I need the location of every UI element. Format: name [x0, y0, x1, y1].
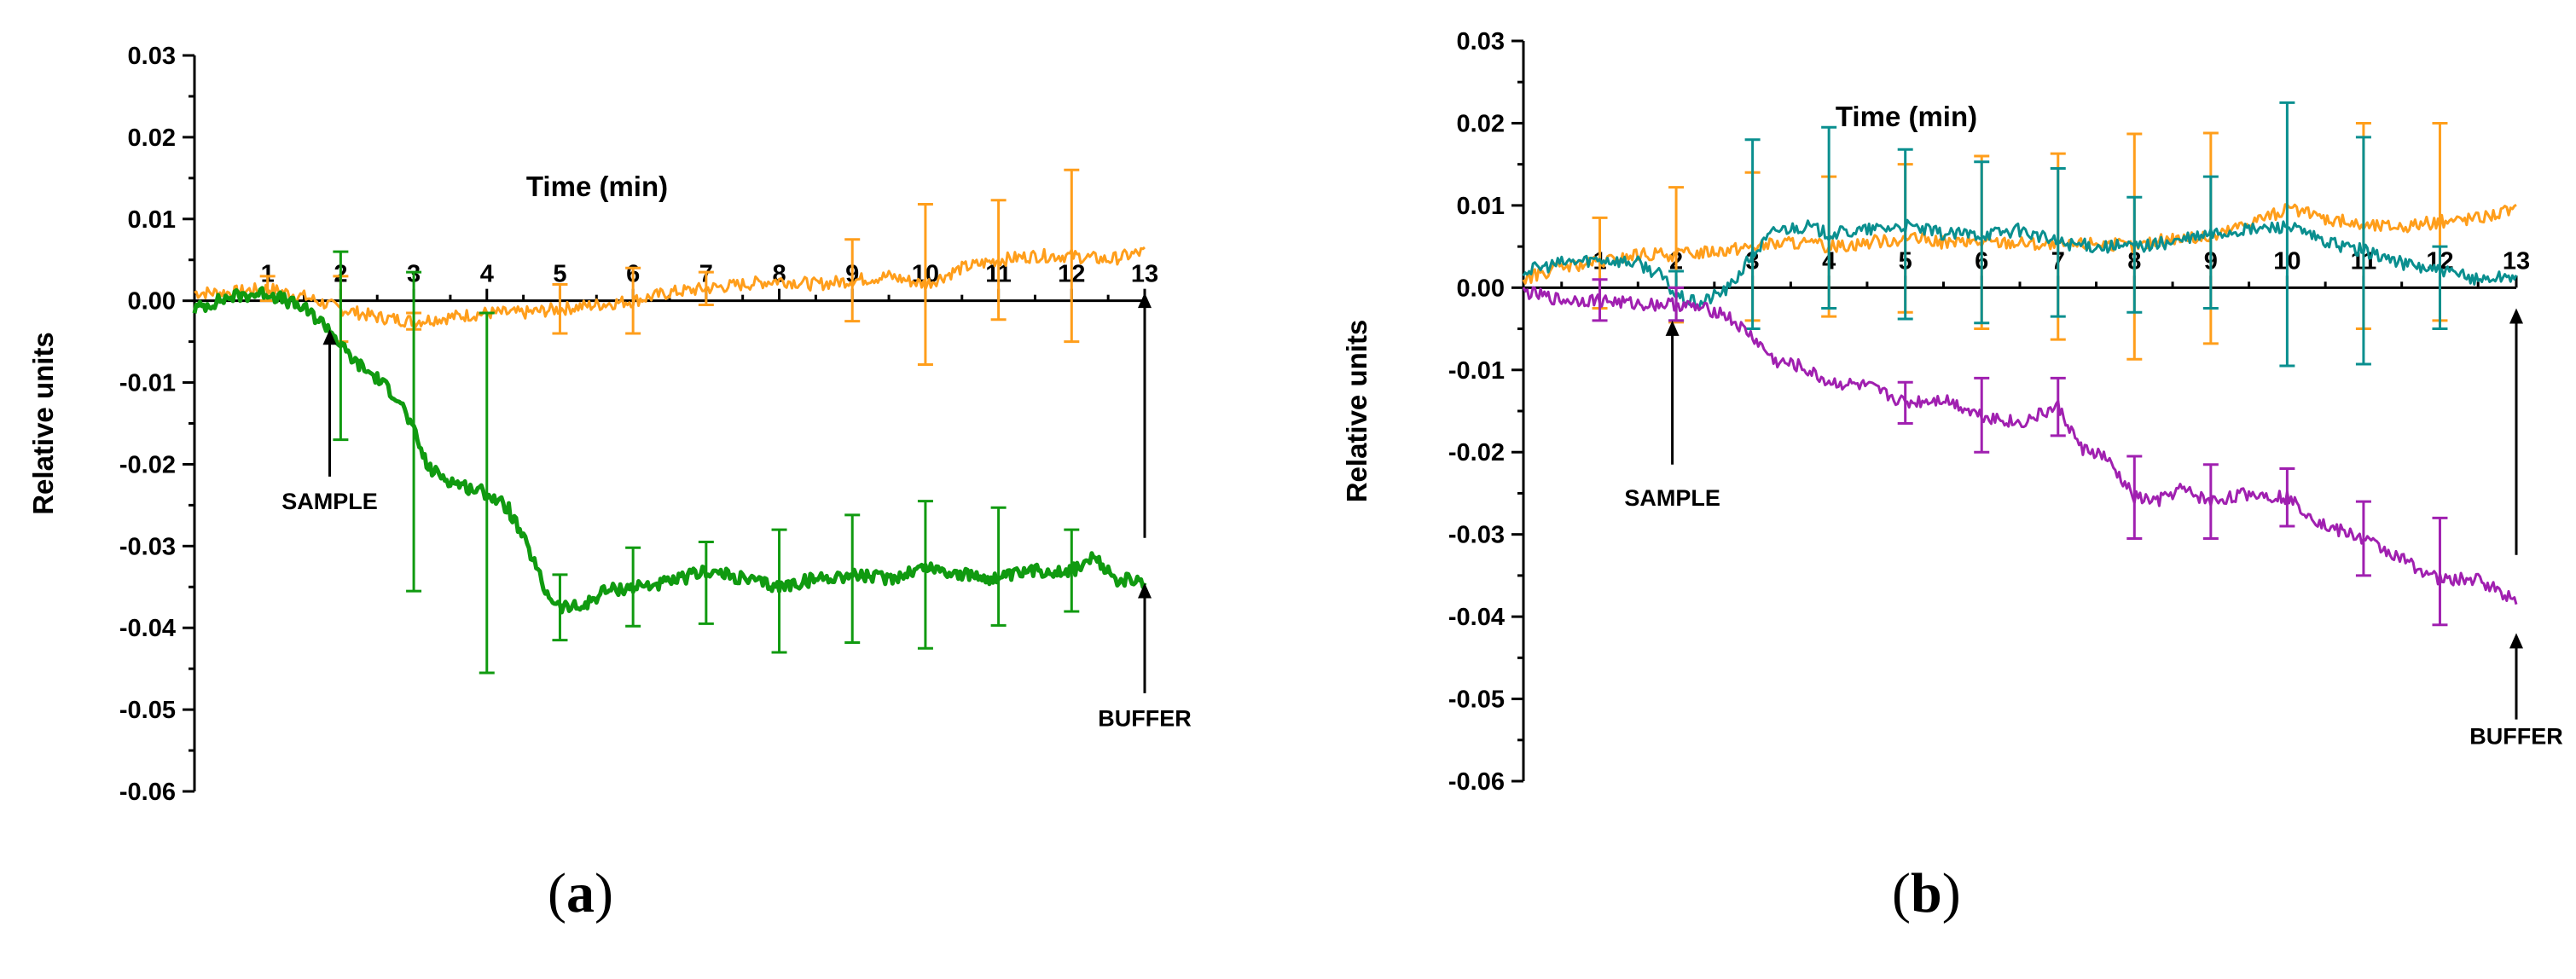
annotation-label: BUFFER [2469, 724, 2563, 750]
y-tick-label: 0.02 [128, 125, 176, 152]
y-tick-label: -0.04 [1448, 604, 1505, 631]
y-tick-label: -0.05 [119, 697, 176, 724]
series-orange-line [194, 246, 1146, 328]
series-teal-errorbar [1897, 148, 1913, 321]
y-tick-label: -0.05 [1448, 686, 1505, 714]
series-teal-errorbar [2050, 166, 2066, 318]
series-orange-errorbar [917, 203, 933, 366]
series-purple-errorbar [1592, 278, 1608, 322]
y-tick-label: -0.02 [119, 451, 176, 478]
series-teal-errorbar [2355, 136, 2371, 366]
series-purple-errorbar [2202, 463, 2219, 540]
annotation-label: SAMPLE [281, 489, 378, 514]
caption-b: (b) [1892, 862, 1961, 924]
series-purple-errorbar [2432, 516, 2448, 627]
series-purple-errorbar [2279, 467, 2295, 528]
annotation-label: SAMPLE [1624, 485, 1720, 511]
x-tick-label: 1 [261, 261, 275, 288]
y-tick-label: -0.01 [1448, 357, 1505, 385]
x-tick-label: 4 [480, 261, 494, 288]
series-teal-errorbar [1744, 138, 1761, 331]
chart-a-svg: 0.03 0.02 0.01 0.00 -0.01 -0.02 -0.03 -0.04 -0.0… [27, 43, 1192, 806]
y-tick-label: 0.01 [128, 206, 176, 234]
series-green-errorbar [698, 541, 714, 625]
series-green-line [192, 286, 1147, 615]
annotation-arrow-head [2509, 308, 2523, 324]
series-orange-line [1522, 203, 2517, 285]
y-tick-label: -0.04 [119, 615, 176, 642]
y-tick-label: -0.06 [1448, 768, 1505, 796]
y-axis-label: Relative units [27, 332, 59, 515]
chart-panel-b: 0.03 0.02 0.01 0.00 -0.01 -0.02 -0.03 -0.04 -0.0… [1288, 0, 2576, 979]
annotation-arrow-head [1138, 293, 1152, 309]
y-tick-label: -0.06 [119, 779, 176, 806]
y-tick-label: -0.03 [1448, 522, 1505, 549]
x-axis-label: Time (min) [1836, 101, 1977, 132]
series-green-errorbar [406, 270, 422, 593]
series-purple-errorbar [1974, 376, 1990, 454]
y-tick-label: -0.02 [1448, 439, 1505, 466]
series-teal-errorbar [2279, 101, 2295, 368]
series-orange-errorbar [625, 266, 641, 335]
series-green-errorbar [844, 513, 861, 644]
series-teal-errorbar [2432, 245, 2448, 331]
series-teal-errorbar [2202, 175, 2219, 310]
annotation-label: BUFFER [1098, 705, 1192, 731]
series-purple-errorbar [1668, 286, 1685, 322]
y-tick-label: 0.01 [1457, 193, 1505, 220]
series-purple-errorbar [2355, 500, 2371, 577]
series-orange-errorbar [990, 199, 1007, 322]
chart-b-svg: 0.03 0.02 0.01 0.00 -0.01 -0.02 -0.03 -0.04 -0.0… [1341, 28, 2563, 796]
series-purple-line [1522, 286, 2518, 605]
y-tick-label: 0.00 [128, 288, 176, 316]
series-green-errorbar [771, 528, 787, 654]
series-orange-errorbar [552, 282, 568, 335]
series-green-errorbar [917, 500, 933, 650]
x-axis-label: Time (min) [526, 171, 668, 202]
caption-a: (a) [548, 862, 613, 924]
series-green-errorbar [625, 546, 641, 628]
y-tick-label: 0.03 [128, 43, 176, 70]
x-tick-label: 13 [1131, 261, 1158, 288]
y-axis-label: Relative units [1341, 320, 1372, 503]
y-tick-label: 0.00 [1457, 275, 1505, 302]
series-purple-errorbar [2050, 376, 2066, 437]
series-teal-errorbar [1821, 125, 1837, 310]
series-orange-errorbar [1064, 168, 1080, 344]
series-purple-errorbar [1897, 380, 1913, 425]
series-teal-errorbar [1974, 160, 1990, 325]
series-green-errorbar [333, 250, 349, 442]
y-tick-label: 0.02 [1457, 110, 1505, 137]
chart-panel-a: 0.03 0.02 0.01 0.00 -0.01 -0.02 -0.03 -0.04 -0.0… [27, 43, 1192, 924]
y-tick-label: 0.03 [1457, 28, 1505, 55]
annotation-arrow-head [2509, 633, 2523, 649]
series-purple-errorbar [2126, 455, 2143, 540]
series-teal-errorbar [2126, 195, 2143, 314]
series-green-errorbar [1064, 528, 1080, 613]
series-green-errorbar [990, 506, 1007, 627]
series-orange-errorbar [844, 238, 861, 323]
annotation-arrow-head [322, 329, 337, 345]
y-tick-label: -0.03 [119, 533, 176, 560]
y-tick-label: -0.01 [119, 370, 176, 397]
series-orange-errorbar [698, 270, 714, 306]
series-green-errorbar [479, 311, 495, 675]
annotation-arrow-head [1138, 582, 1152, 599]
x-tick-label: 5 [553, 261, 566, 288]
annotation-arrow-head [1665, 320, 1680, 336]
x-tick-label: 13 [2503, 247, 2530, 275]
series-green-errorbar [552, 573, 568, 642]
